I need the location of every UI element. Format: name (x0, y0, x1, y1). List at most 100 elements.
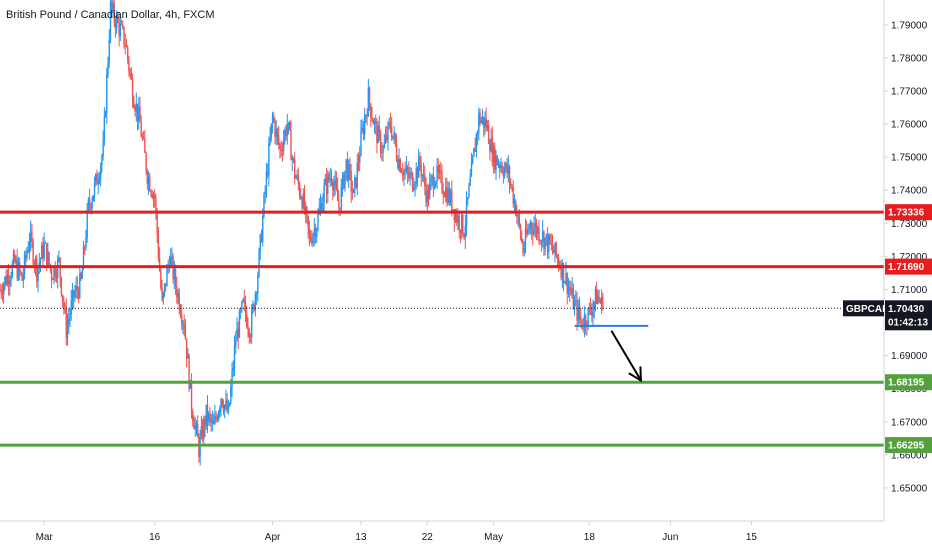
candle-body[interactable] (0, 289, 1, 291)
candle-body[interactable] (502, 171, 505, 176)
candle-body[interactable] (106, 74, 108, 113)
candle-body[interactable] (560, 267, 562, 278)
candle-body[interactable] (446, 187, 448, 204)
candle-body[interactable] (453, 209, 455, 221)
candle-body[interactable] (42, 244, 44, 259)
candle-body[interactable] (572, 288, 575, 310)
candle-body[interactable] (226, 400, 228, 412)
candle-body[interactable] (268, 143, 270, 176)
candle-body[interactable] (257, 276, 259, 294)
candle-body[interactable] (192, 411, 194, 422)
candle-body[interactable] (452, 209, 454, 212)
candle-body[interactable] (135, 103, 137, 112)
candle-body[interactable] (323, 184, 325, 202)
candle-body[interactable] (82, 246, 85, 270)
candle-body[interactable] (60, 277, 63, 295)
candle-body[interactable] (74, 292, 76, 298)
candle-body[interactable] (335, 180, 338, 189)
candle-body[interactable] (231, 370, 233, 387)
candle-body[interactable] (93, 181, 96, 196)
candle-body[interactable] (584, 315, 587, 326)
candle-body[interactable] (259, 234, 261, 251)
candle-body[interactable] (539, 241, 541, 243)
candle-body[interactable] (340, 186, 343, 210)
candle-body[interactable] (275, 129, 277, 137)
candle-body[interactable] (243, 299, 246, 302)
candle-body[interactable] (122, 24, 124, 27)
candle-body[interactable] (505, 163, 507, 169)
candle-body[interactable] (475, 134, 478, 152)
candle-body[interactable] (86, 209, 88, 239)
candle-body[interactable] (366, 115, 368, 117)
candle-body[interactable] (356, 162, 358, 188)
candle-body[interactable] (459, 230, 462, 233)
candle-body[interactable] (289, 122, 291, 130)
candle-body[interactable] (260, 234, 263, 242)
candle-body[interactable] (265, 171, 268, 190)
candle-body[interactable] (214, 416, 216, 425)
candle-body[interactable] (118, 22, 120, 36)
candle-body[interactable] (553, 249, 555, 254)
candle-body[interactable] (236, 328, 238, 342)
candle-body[interactable] (490, 137, 492, 152)
candle-body[interactable] (557, 258, 560, 266)
candle-body[interactable] (400, 171, 403, 173)
candle-body[interactable] (368, 88, 371, 104)
candle-body[interactable] (80, 273, 82, 279)
candle-body[interactable] (4, 276, 6, 285)
candle-body[interactable] (432, 175, 435, 189)
candle-body[interactable] (592, 307, 594, 316)
candle-body[interactable] (425, 186, 427, 203)
candle-body[interactable] (287, 122, 290, 125)
candle-body[interactable] (570, 290, 572, 295)
candle-body[interactable] (206, 404, 209, 422)
candle-body[interactable] (413, 187, 415, 191)
candle-body[interactable] (550, 243, 552, 245)
candle-body[interactable] (344, 170, 346, 189)
candle-body[interactable] (437, 165, 440, 173)
candle-body[interactable] (573, 301, 576, 310)
candle-body[interactable] (330, 178, 333, 183)
candle-body[interactable] (34, 258, 37, 266)
candle-body[interactable] (533, 227, 535, 235)
candle-body[interactable] (393, 132, 395, 136)
candle-body[interactable] (84, 246, 86, 248)
candle-body[interactable] (354, 177, 356, 189)
candle-body[interactable] (11, 263, 13, 277)
candle-body[interactable] (362, 127, 365, 135)
candle-body[interactable] (370, 103, 372, 118)
candle-body[interactable] (104, 112, 107, 117)
candle-body[interactable] (91, 200, 93, 209)
candle-body[interactable] (444, 187, 447, 198)
candle-body[interactable] (221, 399, 223, 407)
candle-body[interactable] (394, 132, 397, 145)
candle-body[interactable] (57, 259, 59, 278)
candle-body[interactable] (489, 144, 491, 152)
candle-body[interactable] (254, 294, 257, 310)
candle-body[interactable] (271, 115, 274, 124)
candle-body[interactable] (142, 137, 145, 139)
candle-body[interactable] (568, 287, 571, 291)
candle-body[interactable] (406, 167, 409, 173)
candle-body[interactable] (215, 416, 217, 419)
candle-body[interactable] (334, 180, 336, 186)
candle-body[interactable] (274, 121, 276, 137)
candle-body[interactable] (15, 259, 17, 262)
candle-body[interactable] (562, 262, 565, 284)
candle-body[interactable] (433, 184, 436, 189)
candle-body[interactable] (44, 242, 47, 244)
candle-body[interactable] (492, 147, 495, 163)
candle-body[interactable] (0, 289, 2, 294)
candle-body[interactable] (87, 199, 90, 210)
candle-body[interactable] (485, 118, 487, 128)
candle-body[interactable] (409, 173, 411, 178)
candle-body[interactable] (322, 201, 324, 213)
candle-body[interactable] (2, 284, 5, 295)
candle-body[interactable] (38, 262, 40, 268)
candle-body[interactable] (427, 189, 430, 199)
candle-body[interactable] (508, 166, 511, 183)
candle-body[interactable] (242, 299, 244, 302)
candle-body[interactable] (363, 117, 366, 135)
candle-body[interactable] (361, 127, 363, 131)
candle-body[interactable] (333, 185, 335, 191)
